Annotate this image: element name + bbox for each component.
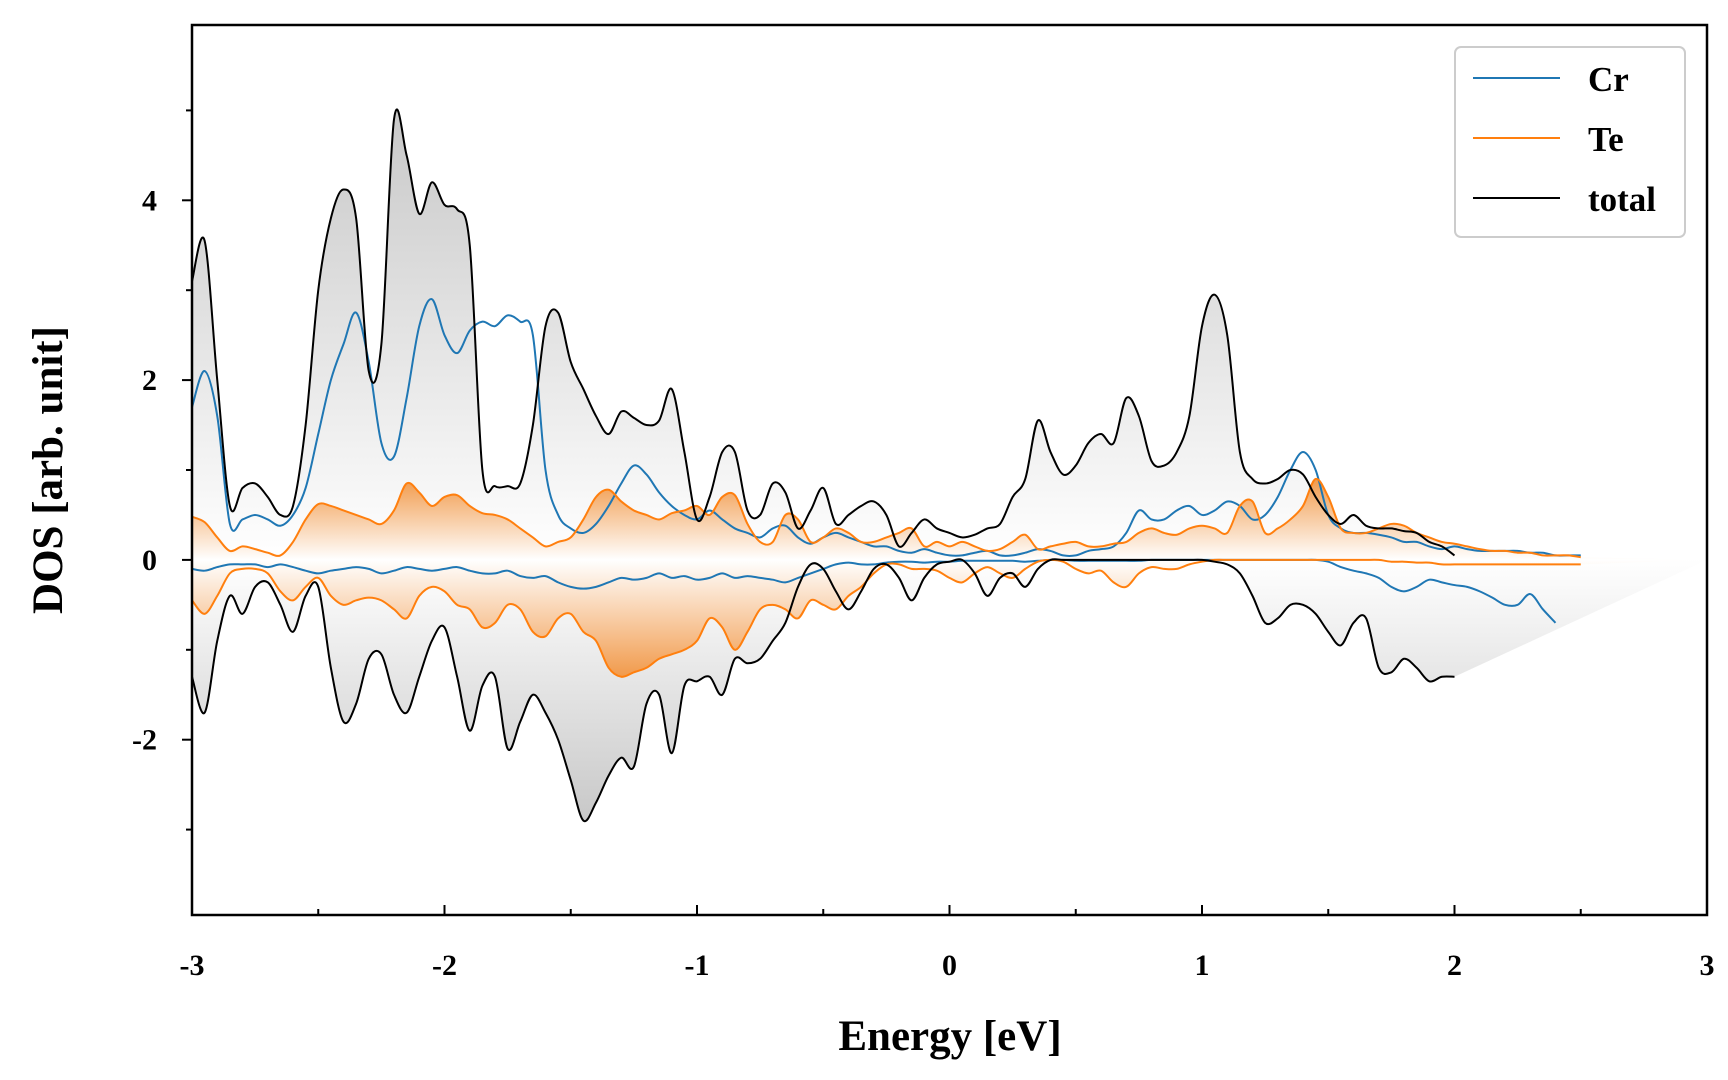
x-tick-label: -3 — [180, 949, 205, 982]
x-tick-label: 2 — [1447, 949, 1462, 982]
x-tick-label: -1 — [685, 949, 710, 982]
y-axis-title: DOS [arb. unit] — [25, 326, 72, 614]
y-axis: -2 0 2 4 — [132, 109, 192, 831]
x-tick-label: 0 — [942, 949, 957, 982]
series-cr-up-line — [192, 298, 1581, 557]
x-tick-label: 3 — [1700, 949, 1715, 982]
line-layer — [192, 108, 1581, 823]
series-total-down-line — [192, 558, 1455, 823]
legend: Cr Te total — [1454, 46, 1686, 238]
y-tick-label: 4 — [142, 184, 157, 217]
y-tick-label: 0 — [142, 544, 157, 577]
y-tick-label: 2 — [142, 364, 157, 397]
series-te-up-line — [192, 477, 1581, 559]
legend-label-total: total — [1588, 180, 1656, 219]
x-tick-label: -2 — [432, 949, 457, 982]
x-axis: -3 -2 -1 0 1 2 3 — [180, 905, 1715, 982]
total-down-fill — [192, 559, 1707, 822]
x-axis-title: Energy [eV] — [838, 1013, 1061, 1060]
legend-label-cr: Cr — [1588, 60, 1629, 99]
x-tick-label: 1 — [1195, 949, 1210, 982]
total-up-fill — [192, 109, 1707, 560]
legend-label-te: Te — [1588, 120, 1624, 159]
legend-box — [1454, 46, 1686, 238]
series-cr-down-line — [192, 558, 1557, 624]
te-down-fill — [192, 559, 1707, 677]
series-total-up-line — [192, 108, 1456, 557]
y-tick-label: -2 — [132, 724, 157, 757]
